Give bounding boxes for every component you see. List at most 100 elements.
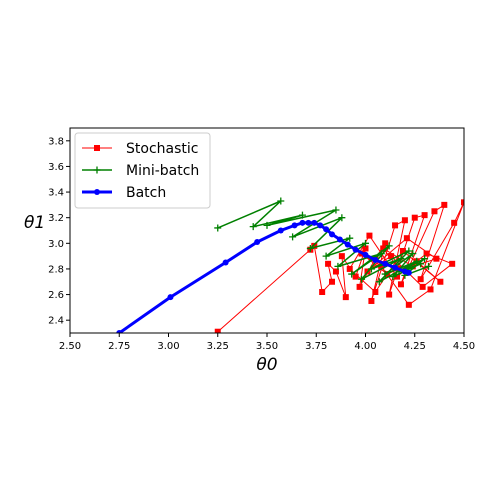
data-point-mini-batch [413, 257, 421, 265]
y-tick-label: 2.6 [48, 290, 64, 301]
data-point-mini-batch [385, 242, 393, 250]
legend-box [74, 132, 211, 209]
data-point-batch [352, 246, 359, 253]
data-point-batch [372, 256, 379, 263]
data-point-stochastic [461, 199, 464, 206]
data-point-mini-batch [417, 260, 425, 268]
x-tick-label: 4.00 [354, 341, 376, 352]
data-point-batch [311, 219, 318, 226]
data-point-mini-batch [377, 250, 385, 258]
data-point-batch [317, 222, 324, 229]
x-tick-label: 3.75 [305, 341, 327, 352]
data-point-stochastic [338, 253, 345, 260]
data-point-stochastic [433, 255, 440, 262]
data-point-stochastic [403, 235, 410, 242]
data-point-mini-batch [332, 206, 340, 214]
data-point-batch [305, 219, 312, 226]
data-point-mini-batch [214, 224, 222, 232]
data-point-stochastic [449, 260, 456, 267]
x-tick-label: 3.00 [157, 341, 179, 352]
series-line-mini-batch [217, 200, 429, 283]
data-point-stochastic [401, 217, 408, 224]
data-point-batch [323, 226, 330, 233]
data-point-batch [254, 239, 261, 246]
x-tick-label: 4.25 [404, 341, 426, 352]
data-point-mini-batch [322, 252, 330, 260]
data-point-stochastic [362, 245, 369, 252]
data-point-stochastic [451, 219, 458, 226]
data-point-stochastic [311, 242, 318, 249]
data-point-stochastic [394, 273, 401, 280]
data-point-stochastic [399, 248, 406, 254]
data-point-stochastic [346, 265, 353, 272]
data-point-stochastic [372, 289, 379, 295]
data-point-mini-batch [358, 275, 366, 283]
data-point-mini-batch [306, 244, 314, 252]
data-point-stochastic [368, 297, 375, 304]
data-point-stochastic [214, 328, 221, 333]
data-point-mini-batch [409, 250, 417, 258]
data-point-stochastic [427, 286, 434, 293]
data-point-mini-batch [348, 270, 356, 278]
data-point-batch [291, 222, 298, 229]
legend-item-mini-batch: Mini-batch [82, 163, 199, 179]
legend-marker-mini-batch [93, 166, 101, 174]
x-axis-label: θ0 [256, 355, 277, 375]
data-point-stochastic [441, 201, 448, 208]
data-point-mini-batch [338, 214, 346, 222]
legend-label-mini-batch: Mini-batch [126, 163, 199, 179]
data-point-stochastic [329, 278, 336, 285]
legend-marker-batch [94, 189, 100, 195]
data-point-mini-batch [362, 239, 369, 247]
data-point-batch [336, 236, 343, 243]
data-point-batch [299, 219, 306, 226]
legend-item-batch: Batch [82, 185, 166, 201]
y-tick-label: 3.4 [48, 188, 64, 199]
data-point-batch [405, 269, 412, 276]
data-point-mini-batch [397, 255, 405, 263]
data-point-stochastic [437, 278, 444, 285]
data-point-mini-batch [375, 278, 383, 286]
y-tick-label: 3.2 [48, 213, 64, 224]
y-tick-label: 2.4 [48, 316, 64, 327]
legend-marker-stochastic [94, 145, 100, 151]
data-point-mini-batch [405, 247, 413, 255]
data-point-stochastic [356, 283, 363, 290]
x-tick-label: 2.50 [59, 341, 81, 352]
data-point-batch [392, 264, 399, 271]
legend-item-stochastic: Stochastic [82, 141, 198, 157]
data-point-batch [344, 241, 351, 248]
data-point-stochastic [378, 263, 385, 270]
x-tick-label: 3.50 [256, 341, 278, 352]
data-point-stochastic [397, 281, 404, 288]
data-point-stochastic [388, 253, 395, 260]
x-tick-label: 2.75 [108, 341, 130, 352]
x-tick-label: 3.25 [207, 341, 229, 352]
data-point-stochastic [417, 276, 424, 283]
y-tick-label: 2.8 [48, 264, 64, 275]
legend-label-stochastic: Stochastic [126, 141, 198, 157]
plot-area [116, 197, 464, 333]
data-point-batch [329, 231, 336, 238]
y-axis: 2.4 2.6 2.8 3.0 3.2 3.4 3.6 3.8 [48, 136, 70, 327]
y-tick-label: 3.8 [48, 136, 64, 147]
data-point-stochastic [392, 222, 399, 229]
data-point-mini-batch [277, 197, 285, 205]
data-point-mini-batch [389, 273, 397, 281]
x-axis: 2.50 2.75 3.00 3.25 3.50 3.75 4.00 4.25 4.50 [59, 333, 475, 352]
y-tick-label: 3.0 [48, 239, 64, 250]
data-point-mini-batch [421, 255, 429, 263]
data-point-stochastic [421, 212, 428, 219]
data-point-batch [116, 330, 123, 333]
data-point-batch [222, 259, 229, 266]
data-point-stochastic [325, 260, 332, 267]
data-point-stochastic [380, 245, 387, 252]
x-tick-label: 4.50 [453, 341, 475, 352]
data-point-mini-batch [298, 211, 306, 219]
data-point-mini-batch [346, 234, 354, 242]
y-tick-label: 3.6 [48, 162, 64, 173]
data-point-stochastic [366, 232, 373, 239]
data-point-stochastic [382, 240, 389, 247]
y-axis-label: θ1 [24, 213, 45, 233]
